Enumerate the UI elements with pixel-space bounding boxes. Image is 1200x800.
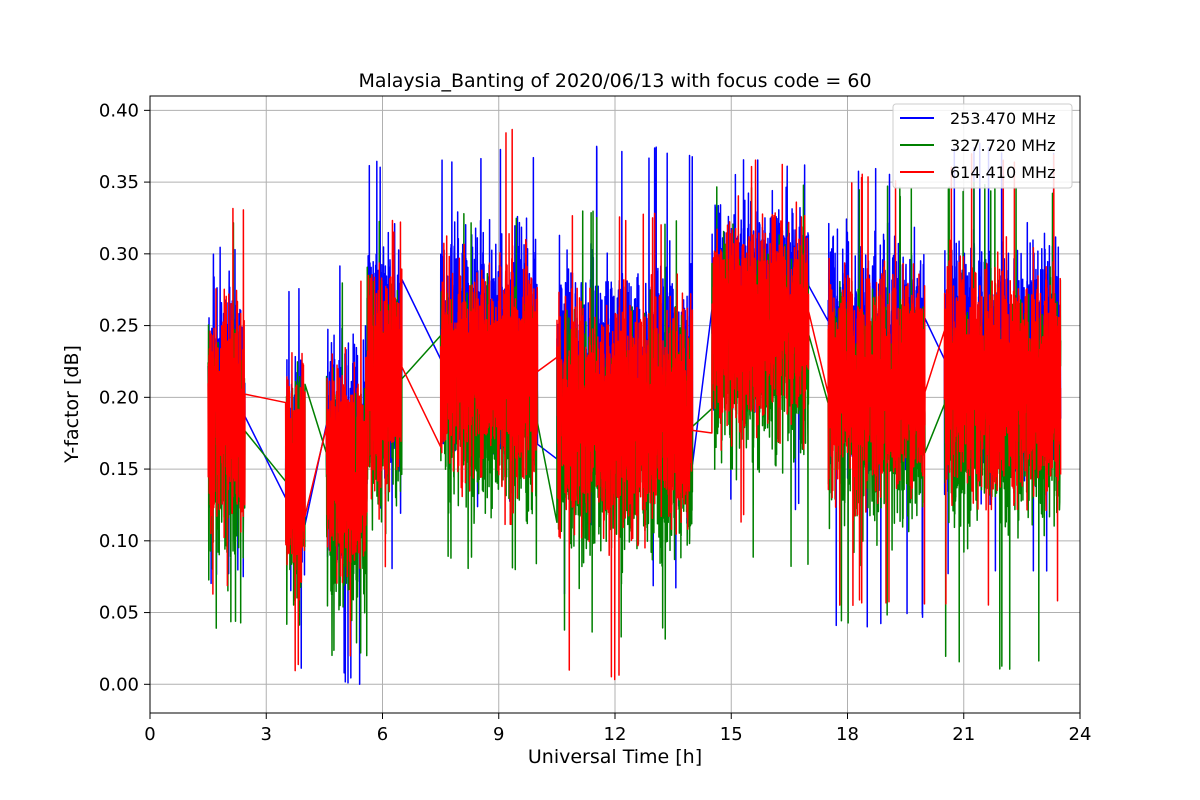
series-line-614-410 xyxy=(207,128,1062,681)
tick-layer: 0 3 6 9 12 15 18 21 24 0.00 0.05 0.10 0.15 0.20 0.25 0.… xyxy=(99,100,1092,745)
x-tick-label: 21 xyxy=(952,724,975,745)
y-tick-label: 0.30 xyxy=(99,244,139,265)
legend-box xyxy=(892,103,1073,189)
x-tick-label: 0 xyxy=(144,724,155,745)
y-tick-label: 0.40 xyxy=(99,100,139,121)
x-tick-label: 24 xyxy=(1069,724,1092,745)
x-tick-label: 9 xyxy=(493,724,504,745)
legend-label-327mhz: 327.720 MHz xyxy=(950,136,1055,155)
x-tick-label: 18 xyxy=(836,724,859,745)
chart-title: Malaysia_Banting of 2020/06/13 with focu… xyxy=(358,70,871,92)
y-axis-label: Y-factor [dB] xyxy=(61,345,83,464)
x-tick-label: 15 xyxy=(720,724,743,745)
x-tick-label: 3 xyxy=(261,724,272,745)
y-tick-label: 0.20 xyxy=(99,387,139,408)
x-tick-label: 12 xyxy=(604,724,627,745)
x-tick-label: 6 xyxy=(377,724,388,745)
legend-label-614mhz: 614.410 MHz xyxy=(950,163,1055,182)
legend: 253.470 MHz 327.720 MHz 614.410 MHz xyxy=(892,103,1073,189)
y-tick-label: 0.35 xyxy=(99,172,139,193)
y-tick-label: 0.10 xyxy=(99,531,139,552)
legend-label-253mhz: 253.470 MHz xyxy=(950,109,1055,128)
y-tick-label: 0.15 xyxy=(99,459,139,480)
y-tick-label: 0.00 xyxy=(99,674,139,695)
series-layer xyxy=(207,128,1062,686)
y-tick-label: 0.05 xyxy=(99,603,139,624)
x-axis-label: Universal Time [h] xyxy=(528,746,702,768)
y-tick-label: 0.25 xyxy=(99,316,139,337)
